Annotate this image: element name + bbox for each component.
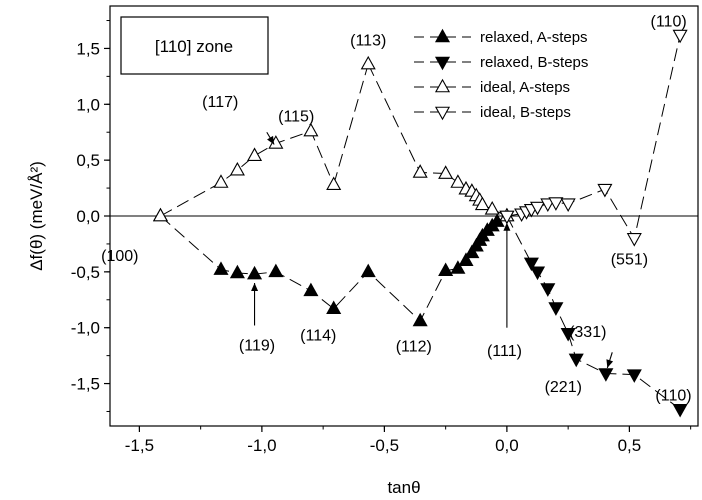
- zone-box: [110] zone: [120, 16, 269, 75]
- annotations: (110) (113) (117) (115) (100) (551) (119) (114)…: [101, 14, 691, 405]
- annotation-label: (331): [569, 324, 606, 341]
- data-point: [213, 261, 229, 275]
- data-point: [326, 176, 342, 191]
- annotation-label: (110): [655, 388, 691, 405]
- y-axis-ticks: -1,5 -1,0 -0,5 0,0 0,5 1,0 1,5: [71, 20, 110, 412]
- data-point: [268, 263, 284, 278]
- x-tick-label: -1,5: [125, 436, 154, 455]
- data-point: [303, 282, 319, 297]
- legend-marker: [434, 28, 451, 43]
- data-point: [450, 260, 466, 274]
- y-tick-label: 0,0: [76, 207, 100, 226]
- annotation-label: (551): [611, 251, 648, 268]
- legend: relaxed, A-steps relaxed, B-steps ideal, A…: [414, 28, 588, 121]
- data-point: [458, 252, 474, 266]
- data-point: [213, 174, 229, 188]
- annotation-arrow: [606, 352, 614, 369]
- data-point: [412, 164, 428, 178]
- data-point: [529, 201, 546, 216]
- annotation-arrow: [266, 131, 275, 145]
- data-point: [540, 283, 556, 297]
- series-line: [506, 215, 681, 410]
- x-axis-title: tanθ: [387, 478, 420, 497]
- data-point: [560, 198, 576, 212]
- data-point: [548, 197, 564, 211]
- legend-label: ideal, B-steps: [480, 104, 571, 121]
- annotation-label: (117): [202, 94, 238, 111]
- legend-marker: [434, 78, 451, 93]
- legend-item: relaxed, B-steps: [414, 54, 588, 71]
- data-point: [438, 165, 454, 179]
- data-point: [450, 174, 466, 188]
- legend-marker: [434, 56, 451, 71]
- y-tick-label: -1,5: [71, 375, 100, 394]
- y-tick-label: -0,5: [71, 263, 100, 282]
- data-point: [229, 161, 245, 176]
- data-point: [548, 302, 564, 316]
- data-point: [303, 122, 319, 137]
- data-point: [560, 327, 576, 342]
- annotation-label: (111): [487, 343, 522, 360]
- y-tick-label: 1,0: [76, 95, 100, 114]
- legend-label: relaxed, B-steps: [480, 54, 588, 71]
- annotation-label: (114): [300, 327, 336, 344]
- data-point: [499, 210, 515, 225]
- annotation-label: (110): [651, 14, 687, 31]
- x-tick-label: -1,0: [247, 436, 276, 455]
- chart-markers: [152, 29, 688, 418]
- legend-label: ideal, A-steps: [480, 79, 570, 96]
- data-point: [247, 147, 263, 161]
- data-point: [523, 257, 539, 272]
- x-tick-label: 0,5: [618, 436, 642, 455]
- data-point: [474, 196, 490, 211]
- data-point: [672, 403, 688, 418]
- legend-label: relaxed, A-steps: [480, 29, 588, 46]
- data-point: [438, 262, 454, 277]
- legend-item: relaxed, A-steps: [414, 28, 588, 46]
- x-tick-label: 0,0: [495, 436, 519, 455]
- data-point: [360, 55, 376, 70]
- legend-marker: [434, 106, 451, 121]
- annotation-label: (100): [101, 248, 138, 265]
- series-line: [333, 63, 369, 185]
- legend-item: ideal, A-steps: [414, 78, 570, 96]
- y-axis-title: Δf(θ) (meV/Å²): [27, 161, 46, 271]
- data-point: [412, 312, 428, 327]
- data-point: [626, 233, 642, 247]
- data-point: [484, 201, 500, 215]
- x-axis-ticks: -1,5 -1,0 -0,5 0,0 0,5: [125, 426, 692, 455]
- data-point: [326, 300, 342, 315]
- annotation-arrow: [503, 222, 511, 328]
- y-tick-label: 1,5: [76, 39, 100, 58]
- annotation-label: (119): [239, 337, 275, 354]
- annotation-label: (113): [350, 33, 386, 50]
- data-point: [626, 369, 642, 383]
- data-point: [247, 265, 263, 280]
- y-tick-label: -1,0: [71, 319, 100, 338]
- annotation-label: (221): [545, 379, 582, 396]
- data-point: [529, 266, 546, 281]
- legend-item: ideal, B-steps: [414, 104, 571, 121]
- data-point: [598, 368, 614, 382]
- data-point: [672, 29, 688, 44]
- data-point: [229, 264, 245, 279]
- zone-label: [110] zone: [155, 37, 233, 56]
- data-point: [464, 244, 480, 259]
- annotation-arrow: [251, 283, 259, 326]
- data-point: [360, 263, 376, 278]
- data-point: [597, 183, 613, 198]
- annotation-label: (112): [396, 339, 432, 356]
- arrows: [251, 131, 614, 369]
- x-tick-label: -0,5: [370, 436, 399, 455]
- data-point: [152, 207, 169, 222]
- data-point: [568, 353, 584, 368]
- series-line: [160, 130, 335, 217]
- y-tick-label: 0,5: [76, 151, 100, 170]
- annotation-label: (115): [278, 108, 314, 125]
